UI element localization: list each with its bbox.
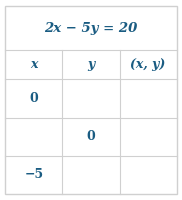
Text: (x, y): (x, y) (130, 58, 166, 71)
Text: y: y (87, 58, 95, 71)
Text: 0: 0 (87, 130, 95, 143)
Text: 0: 0 (30, 92, 38, 105)
Text: x: x (30, 58, 38, 71)
Text: 2x − 5y = 20: 2x − 5y = 20 (44, 22, 138, 35)
Text: −5: −5 (24, 168, 43, 181)
